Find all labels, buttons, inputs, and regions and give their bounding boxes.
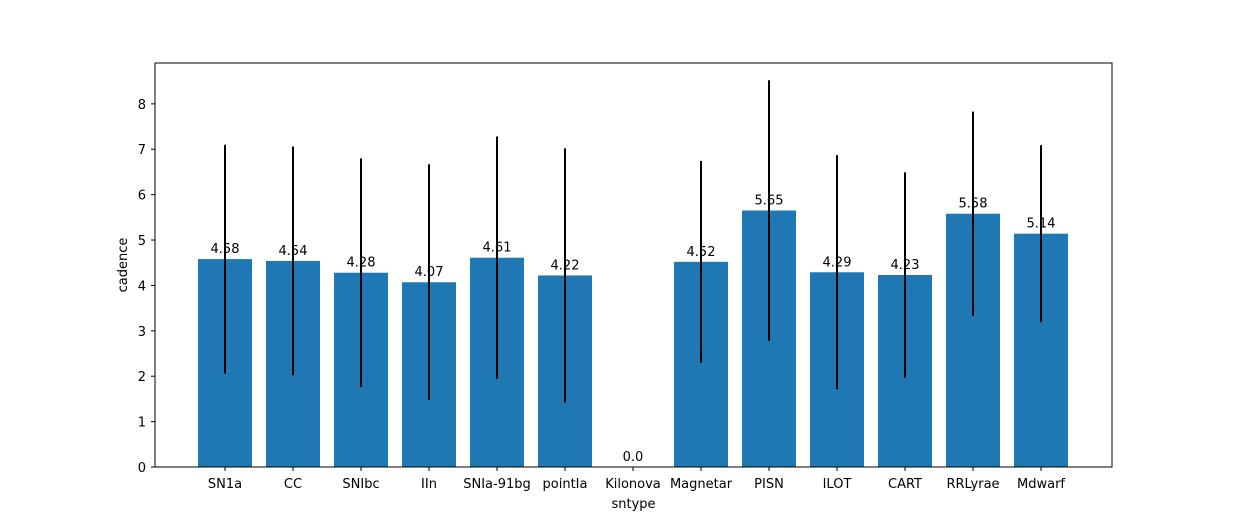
x-tick-label-magnetar: Magnetar (670, 477, 733, 492)
value-label-mdwarf: 5.14 (1027, 217, 1056, 232)
y-tick-label: 3 (138, 325, 146, 340)
value-label-rrlyrae: 5.58 (959, 197, 988, 212)
x-tick-label-iin: IIn (421, 477, 437, 492)
y-tick-label: 4 (138, 279, 146, 294)
value-label-sn1a: 4.58 (211, 242, 240, 257)
value-label-cc: 4.54 (279, 244, 308, 259)
x-tick-label-snia-91bg: SNIa-91bg (463, 477, 531, 492)
value-label-pointia: 4.22 (551, 258, 580, 273)
value-label-magnetar: 4.52 (687, 245, 716, 260)
value-label-pisn: 5.65 (755, 194, 784, 209)
y-tick-label: 7 (138, 143, 146, 158)
y-tick-label: 6 (138, 189, 146, 204)
x-tick-label-mdwarf: Mdwarf (1017, 477, 1065, 492)
error-bars-group (224, 80, 1042, 403)
x-axis: SN1a CC SNIbc IIn SNIa-91bg pointIa Kilonova Ma… (208, 467, 1065, 492)
x-tick-label-snibc: SNIbc (342, 477, 379, 492)
y-axis-label: cadence (116, 238, 131, 293)
value-label-snibc: 4.28 (347, 256, 376, 271)
x-tick-label-pisn: PISN (754, 477, 784, 492)
x-tick-label-cc: CC (284, 477, 302, 492)
value-label-kilonova: 0.0 (623, 450, 644, 465)
x-axis-label: sntype (611, 497, 655, 512)
x-tick-label-ilot: ILOT (823, 477, 852, 492)
value-label-snia-91bg: 4.61 (483, 241, 512, 256)
value-labels-group: 4.58 4.54 4.28 4.07 4.61 4.22 0.0 4.52 5.65 4.29 4… (211, 194, 1056, 465)
bars-group (198, 210, 1068, 468)
y-tick-label: 5 (138, 234, 146, 249)
y-tick-label: 1 (138, 416, 146, 431)
x-tick-label-pointia: pointIa (543, 477, 588, 492)
value-label-ilot: 4.29 (823, 255, 852, 270)
value-label-cart: 4.23 (891, 258, 920, 273)
x-tick-label-kilonova: Kilonova (605, 477, 661, 492)
y-tick-label: 0 (138, 461, 146, 476)
y-tick-label: 8 (138, 98, 146, 113)
value-label-iin: 4.07 (415, 265, 444, 280)
x-tick-label-rrlyrae: RRLyrae (946, 477, 999, 492)
y-tick-label: 2 (138, 370, 146, 385)
x-tick-label-sn1a: SN1a (208, 477, 242, 492)
x-tick-label-cart: CART (888, 477, 922, 492)
y-axis: 0 1 2 3 4 5 6 7 8 (138, 98, 155, 476)
